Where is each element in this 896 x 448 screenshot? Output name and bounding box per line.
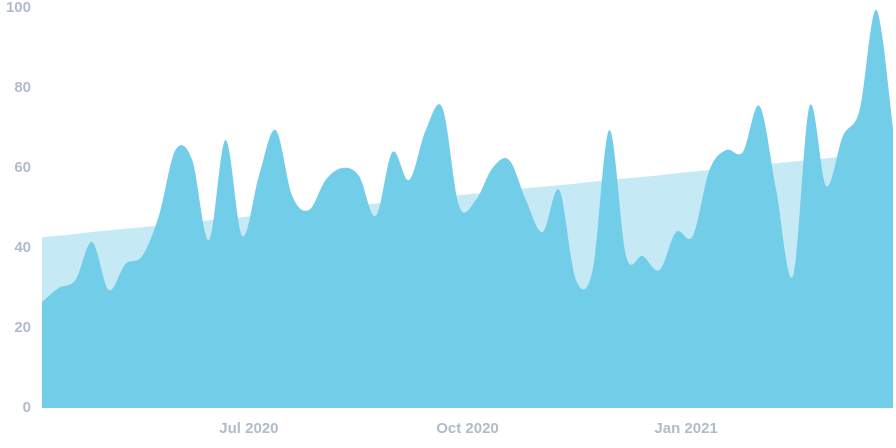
y-tick-label: 0 [23, 399, 31, 416]
x-tick-label: Oct 2020 [436, 420, 499, 437]
area [42, 9, 893, 408]
y-tick-label: 80 [14, 79, 31, 96]
y-tick-label: 20 [14, 319, 31, 336]
y-tick-label: 100 [6, 0, 31, 16]
y-tick-label: 40 [14, 239, 31, 256]
y-tick-label: 60 [14, 159, 31, 176]
x-tick-label: Jan 2021 [654, 420, 717, 437]
x-tick-label: Jul 2020 [219, 420, 278, 437]
